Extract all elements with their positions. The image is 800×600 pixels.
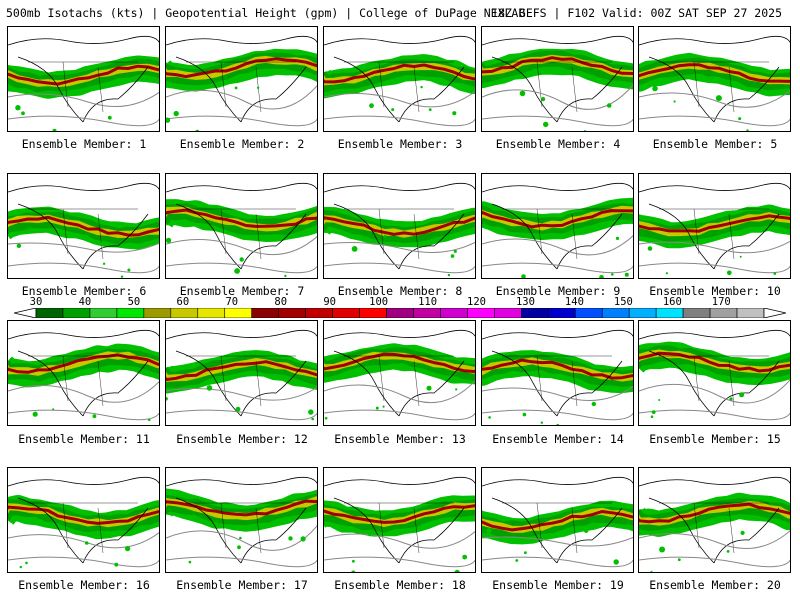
ensemble-member-label: Ensemble Member: 11 [18, 432, 150, 446]
ensemble-map-panel [7, 26, 160, 132]
ensemble-member-label: Ensemble Member: 16 [18, 578, 150, 592]
ensemble-member-label: Ensemble Member: 19 [492, 578, 624, 592]
ensemble-member-label: Ensemble Member: 4 [495, 137, 621, 151]
colorbar-tick-label: 90 [323, 296, 336, 308]
colorbar-swatch [305, 308, 333, 318]
map-title: 500mb Isotachs (kts) | Geopotential Heig… [6, 6, 526, 20]
ensemble-map-panel [323, 320, 476, 426]
colorbar-swatch [359, 308, 387, 318]
colorbar-swatch [332, 308, 360, 318]
colorbar-swatch [655, 308, 684, 318]
ensemble-map-panel [481, 26, 634, 132]
colorbar-swatch [574, 308, 603, 318]
colorbar-tick-label: 160 [662, 296, 682, 308]
colorbar-tick-label: 170 [711, 296, 731, 308]
ensemble-member-label: Ensemble Member: 2 [179, 137, 305, 151]
colorbar-tick-label: 140 [564, 296, 584, 308]
colorbar-swatch [62, 308, 91, 318]
colorbar-swatch [170, 308, 199, 318]
ensemble-map-panel [323, 467, 476, 573]
ensemble-map-panel [481, 467, 634, 573]
colorbar-swatch [494, 308, 522, 318]
colorbar-tick-label: 150 [613, 296, 633, 308]
colorbar-swatch [35, 308, 64, 318]
colorbar-swatch [547, 308, 576, 318]
ensemble-map-panel [323, 173, 476, 279]
isotach-colorbar [14, 308, 786, 318]
ensemble-member-label: Ensemble Member: 13 [334, 432, 466, 446]
colorbar-swatch [682, 308, 711, 318]
ensemble-map-panel [638, 320, 791, 426]
colorbar-swatch [521, 308, 549, 318]
ensemble-map-panel [481, 173, 634, 279]
colorbar-swatch [197, 308, 226, 318]
ensemble-member-label: Ensemble Member: 15 [649, 432, 781, 446]
ensemble-member-label: Ensemble Member: 10 [649, 284, 781, 298]
colorbar-tick-label: 80 [274, 296, 288, 308]
colorbar-swatch [709, 308, 738, 318]
run-valid-time: 18Z GEFS | F102 Valid: 00Z SAT SEP 27 20… [491, 6, 782, 20]
ensemble-member-label: Ensemble Member: 1 [21, 137, 147, 151]
colorbar-swatch [736, 308, 765, 318]
ensemble-map-panel [165, 467, 318, 573]
ensemble-member-label: Ensemble Member: 5 [652, 137, 778, 151]
colorbar-swatch [601, 308, 630, 318]
colorbar-tick-label: 30 [29, 296, 43, 308]
colorbar-swatch [224, 308, 253, 318]
ensemble-member-label: Ensemble Member: 20 [649, 578, 781, 592]
colorbar-swatch [278, 308, 306, 318]
ensemble-map-panel [7, 320, 160, 426]
ensemble-member-label: Ensemble Member: 6 [21, 284, 147, 298]
colorbar-swatch [143, 308, 172, 318]
ensemble-map-panel [481, 320, 634, 426]
ensemble-map-panel [638, 467, 791, 573]
colorbar-tick-label: 120 [467, 296, 486, 308]
colorbar-tick-label: 60 [176, 296, 190, 308]
ensemble-map-panel [323, 26, 476, 132]
ensemble-member-label: Ensemble Member: 12 [176, 432, 308, 446]
colorbar-tick-label: 130 [515, 296, 535, 308]
colorbar-swatch [116, 308, 145, 318]
ensemble-map-panel [7, 173, 160, 279]
colorbar-tick-label: 110 [418, 296, 438, 308]
colorbar-tick-label: 70 [225, 296, 239, 308]
ensemble-member-label: Ensemble Member: 3 [337, 137, 463, 151]
colorbar-tick-label: 100 [369, 296, 389, 308]
ensemble-map-panel [165, 26, 318, 132]
ensemble-map-panel [638, 173, 791, 279]
colorbar-swatch [440, 308, 468, 318]
colorbar-tick-label: 40 [78, 296, 92, 308]
ensemble-member-label: Ensemble Member: 9 [495, 284, 621, 298]
ensemble-member-label: Ensemble Member: 17 [176, 578, 308, 592]
ensemble-map-panel [165, 173, 318, 279]
colorbar-swatch [628, 308, 657, 318]
ensemble-map-panel [638, 26, 791, 132]
colorbar-swatch [413, 308, 441, 318]
ensemble-member-label: Ensemble Member: 7 [179, 284, 305, 298]
colorbar-swatch [467, 308, 495, 318]
ensemble-map-panel [7, 467, 160, 573]
colorbar-swatch [89, 308, 118, 318]
ensemble-map-panel [165, 320, 318, 426]
ensemble-member-label: Ensemble Member: 8 [337, 284, 463, 298]
ensemble-member-label: Ensemble Member: 18 [334, 578, 466, 592]
colorbar-tick-label: 50 [127, 296, 141, 308]
colorbar-swatch [251, 308, 279, 318]
ensemble-member-label: Ensemble Member: 14 [492, 432, 624, 446]
colorbar-swatch [386, 308, 414, 318]
